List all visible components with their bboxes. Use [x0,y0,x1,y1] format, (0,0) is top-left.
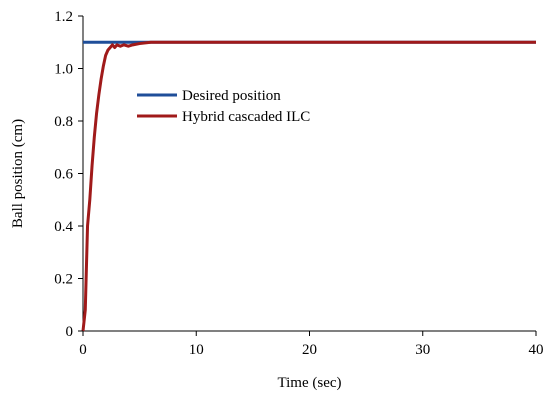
legend-label: Desired position [182,88,281,104]
series-line-hybrid-cascaded-ilc [81,40,536,332]
y-tick-label: 1.2 [54,9,73,25]
x-tick-label: 0 [79,342,87,358]
plot-area [82,16,536,332]
y-tick-label: 1.0 [54,62,73,78]
x-tick-label: 20 [302,342,317,358]
legend: Desired position Hybrid cascaded ILC [137,88,310,125]
x-tick-label: 40 [529,342,544,358]
y-tick-label: 0.8 [54,114,73,130]
x-axis-label: Time (sec) [277,375,341,391]
y-tick-label: 0.4 [54,219,73,235]
series-layer [81,40,536,332]
y-tick-label: 0 [66,324,74,340]
x-tick-label: 30 [415,342,430,358]
y-tick-label: 0.6 [54,167,73,183]
x-tick-label: 10 [189,342,204,358]
legend-label: Hybrid cascaded ILC [182,109,310,125]
tick-labels: 0 10 20 30 40 0 0.2 0.4 0.6 0.8 1.0 1.2 [54,9,543,358]
y-tick-label: 0.2 [54,272,73,288]
y-axis-label: Ball position (cm) [10,119,26,228]
